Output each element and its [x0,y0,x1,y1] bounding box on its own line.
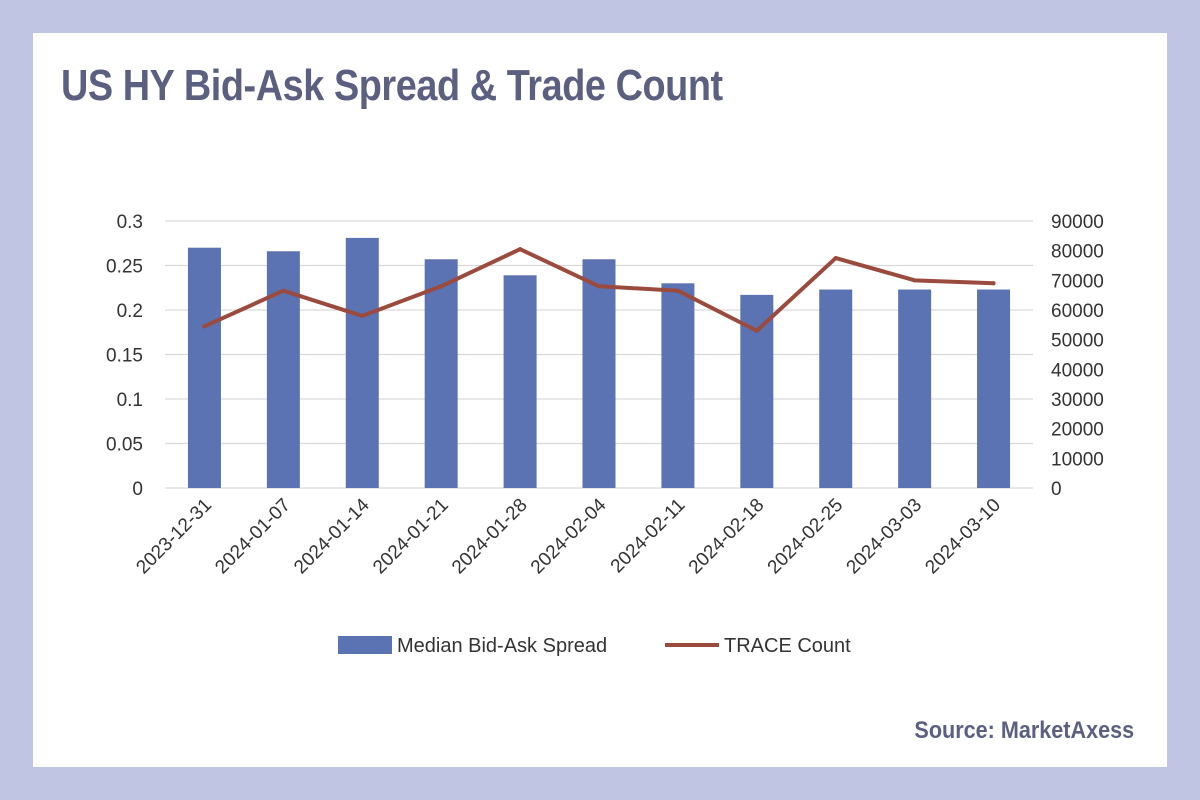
bar [345,237,379,488]
trace-count-point [281,288,286,293]
y-left-tick-label: 0.15 [106,346,143,367]
y-right-tick-label: 20000 [1051,420,1104,441]
y-left-tick-label: 0.2 [117,301,143,322]
y-left-tick-label: 0.25 [106,257,143,278]
y-left-tick-label: 0.1 [117,390,143,411]
trace-count-point [518,247,523,252]
bar [266,251,300,488]
x-category-label: 2023-12-31 [132,495,216,579]
y-left-tick-label: 0.05 [106,435,143,456]
legend-line-label: TRACE Count [724,635,851,657]
x-category-label: 2024-01-07 [211,495,295,579]
trace-count-point [833,256,838,261]
trace-count-point [439,284,444,289]
y-left-tick-label: 0 [132,479,143,500]
trace-count-point [360,313,365,318]
y-right-tick-label: 0 [1051,479,1062,500]
trace-count-point [991,281,996,286]
trace-count-point [912,278,917,283]
bar [503,275,537,488]
x-category-label: 2024-03-10 [921,495,1005,579]
bar [582,259,616,488]
chart-card: US HY Bid-Ask Spread & Trade Count 0 0.05… [33,33,1167,767]
chart-area: 0 0.05 0.1 0.15 0.2 0.25 0.3 0 10000 20000 30000 40… [106,212,1104,657]
y-right-tick-label: 70000 [1051,271,1104,292]
x-category-label: 2024-01-14 [290,494,374,578]
y-right-tick-label: 60000 [1051,301,1104,322]
y-right-tick-label: 90000 [1051,212,1104,233]
y-right-tick-label: 30000 [1051,390,1104,411]
chart-title: US HY Bid-Ask Spread & Trade Count [61,61,723,110]
source-note: Source: MarketAxess [914,717,1134,744]
bar [661,283,695,488]
y-right-tick-label: 40000 [1051,360,1104,381]
x-category-label: 2024-02-04 [527,494,611,578]
legend-bar-swatch [338,636,392,654]
x-category-label: 2024-01-28 [448,495,532,579]
y-right-tick-label: 80000 [1051,242,1104,263]
trace-count-point [675,288,680,293]
x-category-label: 2024-02-25 [764,495,848,579]
bar [898,289,932,488]
trace-count-point [754,328,759,333]
x-category-label: 2024-02-18 [685,495,769,579]
x-category-label: 2024-01-21 [369,495,453,579]
bar [977,289,1011,488]
x-category-label: 2024-03-03 [843,495,927,579]
trace-count-point [597,284,601,289]
bar [187,247,221,488]
bar [424,259,458,488]
y-right-tick-label: 50000 [1051,331,1104,352]
y-right-tick-label: 10000 [1051,449,1104,470]
trace-count-point [202,324,207,329]
x-category-label: 2024-02-11 [607,495,690,578]
bar [819,289,853,488]
y-left-tick-label: 0.3 [117,212,143,233]
legend-bar-label: Median Bid-Ask Spread [397,635,607,657]
